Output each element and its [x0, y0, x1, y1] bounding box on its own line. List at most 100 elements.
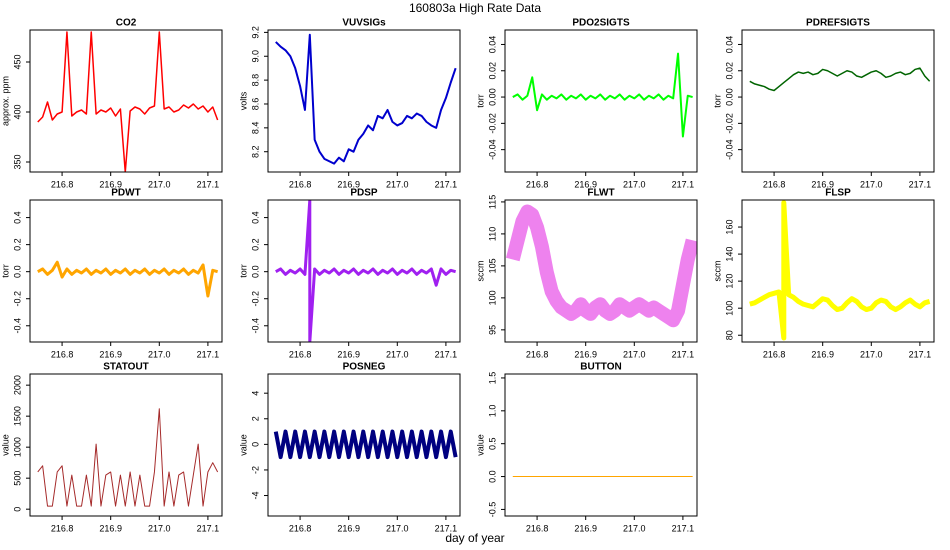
y-tick-label: 1.5 — [487, 372, 497, 385]
x-tick-label: 217.0 — [623, 349, 646, 359]
y-axis-label: torr — [238, 264, 248, 278]
x-tick-label: 217.0 — [148, 349, 171, 359]
x-tick-label: 216.8 — [526, 179, 549, 189]
plot-frame — [741, 199, 935, 343]
x-tick-label: 217.1 — [672, 523, 695, 533]
y-axis-label: value — [0, 434, 10, 456]
x-tick-label: 216.8 — [289, 523, 312, 533]
x-tick-label: 217.1 — [435, 523, 458, 533]
x-tick-label: 217.0 — [386, 523, 409, 533]
y-tick-label: -0.2 — [250, 291, 260, 307]
y-tick-label: 110 — [487, 227, 497, 241]
y-tick-label: 0.0 — [487, 470, 497, 483]
y-tick-label: 0.2 — [250, 238, 260, 251]
y-tick-label: 105 — [487, 258, 497, 273]
y-tick-label: -0.04 — [487, 139, 497, 160]
panel: CO2 approx. ppm 216.8 216.9 217.0 217.1 350 400… — [0, 18, 223, 189]
panel: PDO2SIGTS torr 216.8 216.9 217.0 217.1 -0.04 -0… — [475, 18, 698, 189]
x-tick-label: 216.8 — [289, 349, 312, 359]
data-line — [749, 67, 931, 92]
data-line — [273, 429, 458, 460]
x-tick-label: 217.1 — [197, 179, 220, 189]
x-tick-label: 217.0 — [148, 523, 171, 533]
x-tick-label: 217.0 — [148, 179, 171, 189]
y-tick-label: -0.02 — [724, 113, 734, 134]
panel-title: POSNEG — [343, 362, 386, 373]
panel-title: BUTTON — [580, 362, 621, 373]
x-tick-label: 216.8 — [763, 179, 786, 189]
x-tick-label: 217.1 — [197, 523, 220, 533]
y-tick-label: 100 — [724, 301, 734, 316]
y-tick-label: 500 — [12, 471, 22, 486]
x-tick-label: 217.0 — [386, 349, 409, 359]
y-tick-label: -0.4 — [12, 318, 22, 334]
y-axis-label: sccm — [712, 261, 722, 282]
data-line — [275, 200, 457, 342]
panel: STATOUT value 216.8 216.9 217.0 217.1 0 500 1000… — [0, 362, 223, 533]
plot-frame — [29, 199, 223, 343]
y-axis-label: torr — [712, 94, 722, 108]
y-axis-label: value — [475, 434, 485, 456]
plot-frame — [267, 29, 461, 173]
x-tick-label: 217.1 — [197, 349, 220, 359]
x-axis-label: day of year — [445, 531, 504, 545]
data-line — [275, 33, 457, 165]
y-tick-label: -0.5 — [487, 502, 497, 518]
y-tick-label: 1500 — [12, 406, 22, 426]
x-tick-label: 216.9 — [337, 179, 360, 189]
panel: PDREFSIGTS torr 216.8 216.9 217.0 217.1 -0.04 -… — [712, 18, 935, 189]
x-tick-label: 216.9 — [574, 179, 597, 189]
x-tick-label: 216.8 — [51, 349, 74, 359]
plot-frame — [504, 373, 698, 517]
x-tick-label: 217.1 — [435, 349, 458, 359]
y-tick-label: -0.2 — [12, 291, 22, 307]
panel: VUVSIGs volts 216.8 216.9 217.0 217.1 8.2 8.4 8.… — [238, 18, 461, 189]
x-tick-label: 216.8 — [763, 349, 786, 359]
panel: FLWT sccm 216.8 216.9 217.0 217.1 95 100 105 110 1… — [475, 188, 698, 359]
x-tick-label: 217.1 — [435, 179, 458, 189]
panel: PDWT torr 216.8 216.9 217.0 217.1 -0.4 -0.2 0.0 0… — [0, 188, 223, 359]
y-axis-label: torr — [0, 264, 10, 278]
x-tick-label: 216.9 — [811, 349, 834, 359]
x-tick-label: 217.1 — [909, 349, 932, 359]
panel-title: STATOUT — [103, 362, 149, 373]
panel-title: VUVSIGs — [342, 18, 386, 29]
y-tick-label: 95 — [487, 325, 497, 335]
y-tick-label: 9.0 — [250, 50, 260, 63]
panel-title: CO2 — [116, 18, 137, 29]
plot-frame — [29, 29, 223, 173]
y-tick-label: 0.02 — [724, 62, 734, 80]
panel: BUTTON value 216.8 216.9 217.0 217.1 -0.5 0.0 0.… — [475, 362, 698, 533]
x-tick-label: 217.0 — [623, 179, 646, 189]
x-tick-label: 217.0 — [860, 179, 883, 189]
y-tick-label: 4 — [250, 391, 260, 396]
y-tick-label: 1.0 — [487, 405, 497, 418]
plot-frame — [267, 373, 461, 517]
y-tick-label: 0 — [12, 507, 22, 512]
data-line — [37, 260, 219, 298]
x-tick-label: 216.9 — [574, 349, 597, 359]
y-tick-label: 0.5 — [487, 437, 497, 450]
y-tick-label: 0.2 — [12, 238, 22, 251]
plot-frame — [504, 29, 698, 173]
data-line — [505, 204, 697, 328]
x-tick-label: 216.9 — [99, 179, 122, 189]
y-tick-label: 160 — [724, 220, 734, 235]
y-tick-label: 1000 — [12, 437, 22, 457]
y-tick-label: 0.0 — [250, 265, 260, 278]
y-axis-label: value — [238, 434, 248, 456]
x-tick-label: 216.9 — [99, 523, 122, 533]
x-tick-label: 216.8 — [51, 523, 74, 533]
y-tick-label: 8.8 — [250, 74, 260, 87]
y-tick-label: -0.04 — [724, 139, 734, 160]
panel: FLSP sccm 216.8 216.9 217.0 217.1 80 100 120 140 1… — [712, 188, 935, 359]
y-tick-label: 350 — [12, 154, 22, 169]
panel: POSNEG value 216.8 216.9 217.0 217.1 -4 -2 0 2 4 — [238, 362, 461, 533]
y-tick-label: 120 — [724, 274, 734, 289]
data-line — [749, 200, 931, 341]
plot-frame — [267, 199, 461, 343]
y-tick-label: 0.4 — [250, 211, 260, 224]
y-axis-label: volts — [238, 91, 248, 110]
y-tick-label: 2 — [250, 416, 260, 421]
y-axis-label: torr — [475, 94, 485, 108]
